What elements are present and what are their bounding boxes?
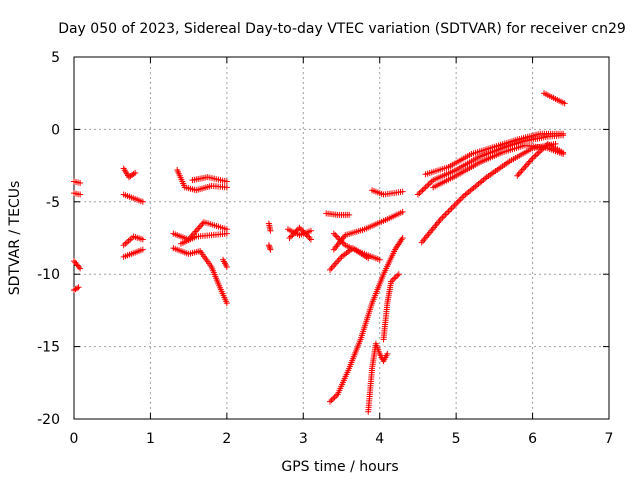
- data-point: [306, 235, 313, 241]
- data-point: [139, 246, 146, 253]
- data-point: [346, 211, 353, 218]
- data-point: [560, 130, 567, 137]
- data-point: [223, 300, 230, 307]
- x-tick-label: 2: [222, 431, 231, 447]
- x-tick-label: 1: [146, 431, 155, 447]
- axis-ticks: 0 1 2 3 4 5 6 7 5 0 -5 -10 -15 -20: [37, 50, 613, 447]
- data-point: [338, 237, 345, 244]
- data-point: [223, 263, 230, 270]
- y-axis-label: SDTVAR / TECUs: [7, 181, 23, 296]
- data-point: [287, 233, 294, 240]
- y-tick-label: 0: [51, 122, 60, 138]
- x-tick-label: 0: [70, 431, 79, 447]
- grid: [74, 57, 609, 419]
- data-point: [132, 169, 139, 176]
- data-point: [293, 227, 300, 234]
- data-point: [303, 232, 310, 239]
- x-tick-label: 3: [299, 431, 308, 447]
- data-point: [139, 236, 146, 243]
- data-point: [296, 224, 303, 231]
- data-point: [399, 235, 406, 241]
- data-point: [299, 227, 306, 234]
- x-tick-label: 5: [452, 431, 461, 447]
- data-point: [77, 179, 84, 186]
- data-point: [336, 236, 343, 243]
- data-point: [267, 246, 274, 253]
- data-point: [307, 227, 314, 234]
- data-point: [330, 230, 337, 237]
- data-point: [265, 242, 272, 249]
- y-tick-label: -10: [37, 267, 60, 283]
- data-point: [286, 235, 293, 241]
- data-point: [223, 230, 230, 237]
- data-point: [266, 245, 273, 252]
- chart-title: Day 050 of 2023, Sidereal Day-to-day VTE…: [58, 21, 626, 37]
- data-point: [77, 265, 84, 272]
- data-point: [289, 232, 296, 239]
- x-axis-label: GPS time / hours: [281, 459, 398, 475]
- data-point: [399, 188, 406, 195]
- data-point: [292, 229, 299, 236]
- data-point: [302, 230, 309, 237]
- data-point: [266, 243, 273, 250]
- data-point: [332, 232, 339, 239]
- y-tick-label: -20: [37, 412, 60, 428]
- data-points: [71, 90, 568, 415]
- y-tick-label: -15: [37, 340, 60, 356]
- data-point: [307, 236, 314, 243]
- data-point: [75, 263, 82, 270]
- data-point: [267, 227, 274, 234]
- data-point: [77, 191, 84, 198]
- data-point: [561, 100, 568, 107]
- plot-border: [73, 56, 610, 420]
- data-point: [223, 178, 230, 185]
- data-point: [376, 256, 383, 263]
- data-point: [339, 239, 346, 246]
- data-point: [333, 233, 340, 240]
- data-point: [139, 198, 146, 205]
- data-point: [340, 240, 347, 247]
- data-point: [305, 233, 312, 240]
- x-tick-label: 7: [605, 431, 614, 447]
- data-point: [395, 271, 402, 278]
- data-point: [384, 350, 391, 357]
- x-tick-label: 6: [528, 431, 537, 447]
- data-point: [335, 235, 342, 241]
- data-point: [223, 184, 230, 191]
- y-tick-label: -5: [46, 195, 60, 211]
- data-point: [399, 208, 406, 215]
- data-point: [300, 229, 307, 236]
- data-point: [560, 149, 567, 156]
- data-point: [75, 284, 82, 291]
- y-tick-label: 5: [51, 50, 60, 66]
- data-point: [297, 226, 304, 233]
- data-point: [290, 230, 297, 237]
- x-tick-label: 4: [375, 431, 384, 447]
